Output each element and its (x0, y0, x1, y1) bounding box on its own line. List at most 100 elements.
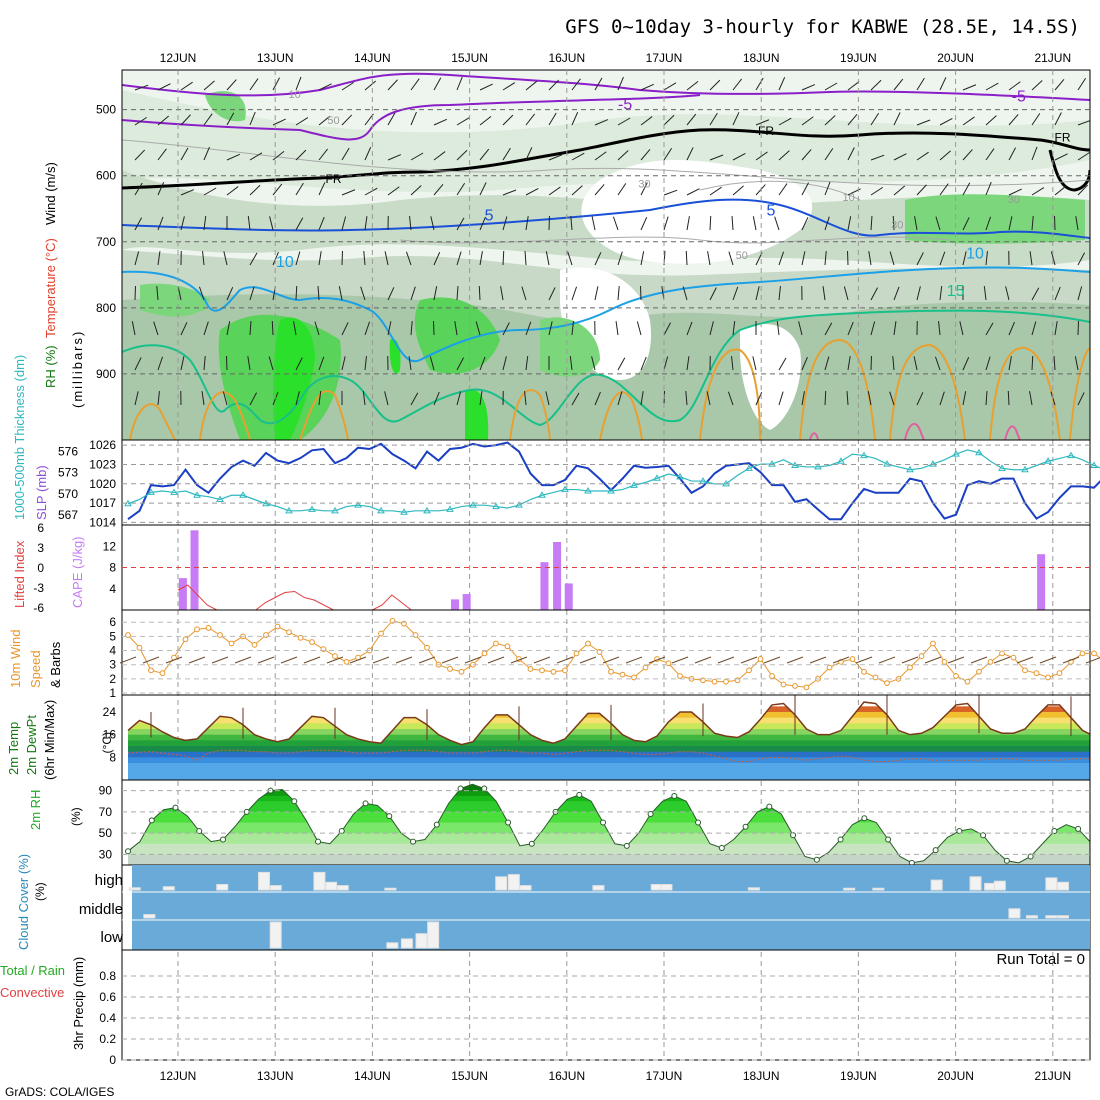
wind-barb (962, 84, 977, 91)
wind-barb (867, 391, 872, 406)
rh-band (581, 160, 813, 264)
thickness-marker (515, 501, 523, 508)
wind-speed-marker (826, 664, 833, 671)
thickness-marker (538, 491, 546, 498)
wind-speed-marker (148, 667, 154, 674)
temp2m-axis-label-line3: (6hr Min/Max) (42, 700, 57, 780)
wind-barb (502, 114, 514, 126)
wind-speed-marker (159, 670, 166, 677)
wind-speed-line (127, 620, 1100, 688)
thickness-tick: 576 (58, 444, 78, 458)
wind-barb (801, 149, 812, 161)
bottom-date-tick: 16JUN (548, 1069, 585, 1083)
wind-barb (934, 356, 941, 371)
wind-barb (824, 148, 834, 161)
wind-barb (617, 286, 620, 301)
surface-wind-barb (119, 656, 137, 664)
thickness-marker (584, 487, 592, 494)
wind-barb (202, 251, 205, 266)
rh-axis-label: RH (%) (43, 345, 58, 388)
chart-title: GFS 0~10day 3-hourly for KABWE (28.5E, 1… (565, 16, 1080, 38)
wind-barb (456, 149, 468, 161)
cape-bar (462, 594, 471, 610)
rh-marker (1003, 857, 1010, 864)
rh-marker (837, 836, 844, 843)
thickness-marker (860, 451, 868, 459)
wind-speed-marker (1022, 667, 1028, 674)
wind-barb (134, 217, 143, 231)
wind-speed-marker (803, 684, 810, 691)
wind-barb (752, 356, 757, 371)
cape-bar (553, 542, 562, 610)
surface-wind-barb (786, 656, 804, 664)
rh-unit: (%) (69, 807, 83, 826)
precip-convective-label: Convective (0, 985, 64, 1000)
rh-marker (172, 804, 179, 811)
wind-barb (801, 251, 806, 266)
upper-air-panel: -5 -5 FR FR FR 5 5 10 10 15 50 30 30 10 50 30 10 500 600 7… (43, 69, 1091, 441)
rh-tick: 30 (99, 847, 113, 861)
cloud-bar (1057, 881, 1070, 891)
temperature-contour (122, 72, 1090, 101)
wind-barb (502, 82, 516, 91)
rh-marker (1075, 825, 1082, 832)
wind-speed-tick: 1 (109, 686, 116, 700)
wind-barb (801, 182, 810, 196)
wind-speed-marker (493, 640, 499, 647)
wind-speed-marker (757, 656, 764, 662)
wind-barb (180, 81, 193, 91)
wind-speed-marker (941, 658, 948, 665)
wind-barb (410, 152, 424, 161)
surface-wind-barb (395, 656, 413, 664)
wind-barb (847, 356, 851, 371)
wind-barb (387, 112, 396, 126)
precip-tick: 0.6 (99, 990, 116, 1004)
wind-barb (892, 215, 895, 231)
rh-contour (399, 236, 951, 244)
wind-barb (405, 251, 412, 266)
wind-barb (157, 182, 165, 196)
wind-barb (525, 147, 533, 161)
wind-barb (731, 215, 734, 231)
surface-wind-barb (487, 656, 505, 664)
cloud-bar (384, 887, 397, 891)
wind-barb (430, 216, 435, 231)
wind-barb (247, 356, 251, 371)
wind-speed-marker (619, 671, 626, 678)
wind-speed-marker (780, 681, 787, 688)
wind-barb (939, 117, 953, 126)
contour-label: 50 (327, 115, 339, 127)
contour-label: 10 (289, 89, 301, 101)
wind-barb (156, 286, 159, 301)
rh-tick: 90 (99, 784, 113, 798)
rh-band (414, 297, 500, 374)
wind-barb (801, 84, 816, 91)
wind-speed-marker (964, 678, 971, 685)
precip-total-rain-label: Total / Rain (0, 963, 65, 978)
lifted-index-axis-label: Lifted Index (12, 540, 27, 608)
cloud-unit: (%) (33, 882, 47, 901)
wind-barb (824, 356, 830, 371)
wind-barb (732, 321, 736, 336)
wind-barb (410, 185, 422, 196)
temperature-contour (122, 94, 701, 141)
bottom-date-tick: 17JUN (646, 1069, 683, 1083)
wind-barb (959, 321, 964, 336)
cloud-bar (128, 887, 141, 891)
thickness-marker (1067, 451, 1075, 459)
wind-barb (868, 251, 872, 266)
wind-speed-marker (309, 639, 315, 645)
wind-speed-marker (665, 660, 672, 667)
cloud-level-label: low (100, 929, 123, 946)
wind-barb (433, 151, 446, 161)
wind-barb (962, 217, 970, 231)
thickness-marker (768, 460, 776, 467)
wind-barb (617, 117, 631, 126)
surface-wind-barb (947, 656, 965, 664)
cape-bar (178, 578, 187, 610)
thickness-marker (814, 462, 822, 470)
thickness-marker (446, 505, 454, 512)
wind-barb (732, 152, 746, 161)
wind-barb (916, 77, 925, 91)
wind-barb (479, 182, 487, 196)
